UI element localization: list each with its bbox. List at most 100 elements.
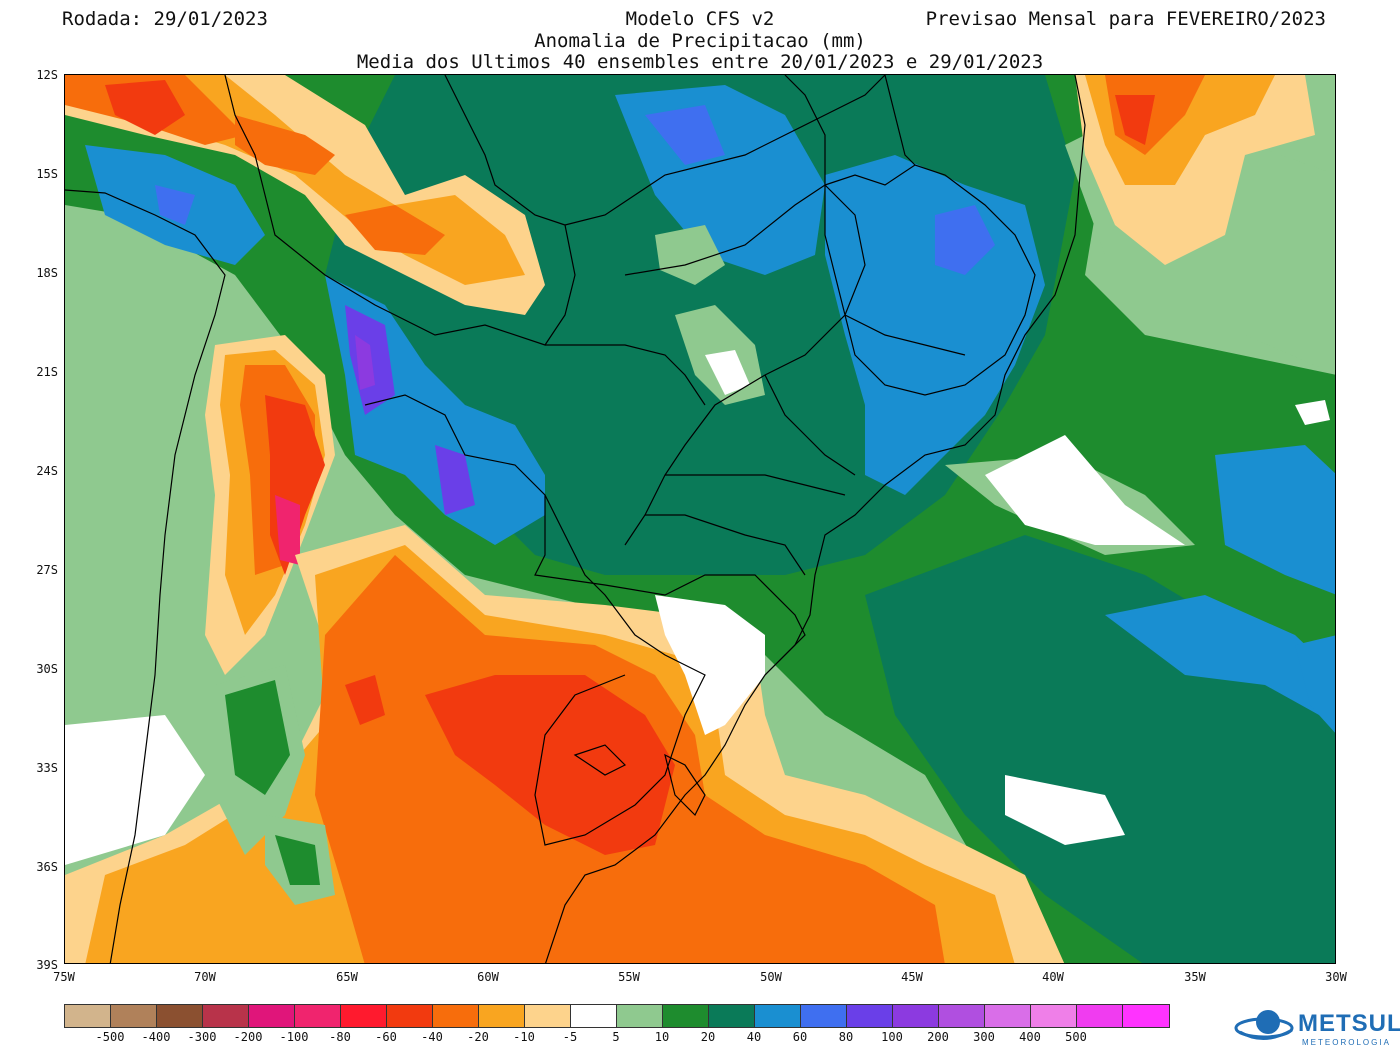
anomaly-map: [64, 74, 1336, 964]
anomaly-region: [425, 675, 675, 855]
legend-label: 500: [1065, 1030, 1087, 1044]
anomaly-region: [705, 350, 750, 395]
run-date: Rodada: 29/01/2023: [62, 8, 268, 30]
anomaly-region: [155, 185, 195, 225]
legend-label: 10: [654, 1030, 670, 1044]
lon-label: 35W: [1184, 970, 1206, 984]
logo-name: METSUL: [1298, 1010, 1400, 1037]
legend-color-box: [801, 1005, 847, 1027]
anomaly-region: [1295, 400, 1330, 425]
anomaly-region: [985, 435, 1185, 545]
legend-label: -40: [421, 1030, 443, 1044]
legend-color-box: [847, 1005, 893, 1027]
lon-label: 65W: [336, 970, 358, 984]
state-border: [844, 314, 966, 356]
country-border: [534, 494, 706, 846]
lon-label: 55W: [618, 970, 640, 984]
state-border: [824, 164, 1036, 396]
legend-color-box: [387, 1005, 433, 1027]
legend-label: -60: [375, 1030, 397, 1044]
legend-label: 300: [973, 1030, 995, 1044]
state-border: [884, 75, 916, 166]
legend-label: -200: [233, 1030, 263, 1044]
coastlines: [65, 75, 1086, 963]
legend-color-box: [617, 1005, 663, 1027]
legend-color-box: [709, 1005, 755, 1027]
lat-label: 30S: [36, 662, 58, 676]
anomaly-region: [1105, 595, 1335, 724]
lat-label: 27S: [36, 563, 58, 577]
legend-color-box: [939, 1005, 985, 1027]
anomaly-region: [65, 715, 205, 865]
anomaly-region: [655, 595, 765, 735]
lat-label: 21S: [36, 365, 58, 379]
anomaly-region: [1215, 445, 1335, 595]
country-border: [364, 394, 806, 676]
lat-label: 24S: [36, 464, 58, 478]
legend-label: -5: [562, 1030, 578, 1044]
legend-color-box: [157, 1005, 203, 1027]
lat-label: 12S: [36, 68, 58, 82]
legend-color-box: [1123, 1005, 1169, 1027]
legend-label: -100: [279, 1030, 309, 1044]
anomaly-region: [1115, 95, 1155, 145]
logo-subtitle: METEOROLOGIA: [1302, 1038, 1391, 1047]
lat-label: 39S: [36, 958, 58, 972]
state-border: [645, 514, 806, 576]
legend-color-box: [341, 1005, 387, 1027]
lon-label: 50W: [760, 970, 782, 984]
anomaly-region: [275, 835, 320, 885]
anomaly-region: [105, 80, 185, 135]
anomaly-region: [345, 675, 385, 725]
lon-label: 60W: [477, 970, 499, 984]
lon-label: 75W: [53, 970, 75, 984]
lon-label: 40W: [1042, 970, 1064, 984]
legend-color-box: [479, 1005, 525, 1027]
anomaly-region: [275, 495, 300, 565]
anomaly-region: [435, 445, 475, 515]
legend-color-box: [249, 1005, 295, 1027]
legend-color-box: [65, 1005, 111, 1027]
state-border: [764, 374, 856, 476]
ensemble-title: Media dos Ultimos 40 ensembles entre 20/…: [356, 51, 1044, 73]
country-border: [224, 75, 576, 346]
legend-label: -20: [467, 1030, 489, 1044]
coastline: [65, 189, 226, 963]
state-border: [665, 474, 846, 496]
anomaly-region: [645, 105, 725, 165]
legend-color-box: [893, 1005, 939, 1027]
state-border: [784, 75, 826, 185]
color-legend: [64, 1004, 1170, 1028]
legend-color-box: [755, 1005, 801, 1027]
legend-color-box: [433, 1005, 479, 1027]
lake-mirim: [573, 744, 627, 776]
legend-label: 80: [838, 1030, 854, 1044]
metsul-logo-icon: [1234, 1010, 1294, 1040]
legend-color-box: [571, 1005, 617, 1027]
state-border: [545, 344, 706, 406]
legend-color-box: [663, 1005, 709, 1027]
legend-color-box: [111, 1005, 157, 1027]
legend-label: 40: [746, 1030, 762, 1044]
lat-label: 36S: [36, 860, 58, 874]
legend-label: -10: [513, 1030, 535, 1044]
legend-label: 100: [881, 1030, 903, 1044]
legend-color-box: [525, 1005, 571, 1027]
anomaly-region: [235, 115, 335, 175]
variable-title: Anomalia de Precipitacao (mm): [534, 30, 866, 52]
lake-patos: [664, 753, 706, 817]
legend-color-box: [295, 1005, 341, 1027]
coastline: [545, 75, 1086, 963]
legend-label: -80: [329, 1030, 351, 1044]
anomaly-region: [935, 205, 995, 275]
legend-label: 60: [792, 1030, 808, 1044]
anomaly-region: [1005, 775, 1125, 845]
legend-label: 20: [700, 1030, 716, 1044]
forecast-period: Previsao Mensal para FEVEREIRO/2023: [925, 8, 1326, 30]
legend-color-box: [203, 1005, 249, 1027]
lon-label: 30W: [1325, 970, 1347, 984]
lon-label: 45W: [901, 970, 923, 984]
anomaly-region: [655, 225, 725, 285]
legend-label: 400: [1019, 1030, 1041, 1044]
model-title: Modelo CFS v2: [625, 8, 775, 30]
